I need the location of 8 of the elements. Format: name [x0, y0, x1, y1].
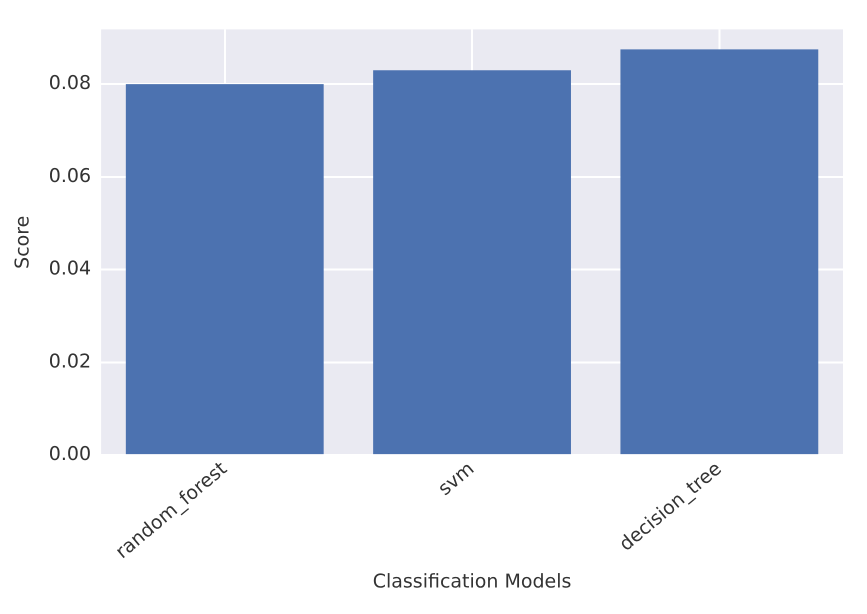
- y-tick-label: 0.06: [48, 164, 92, 187]
- y-tick-label: 0.04: [48, 258, 92, 280]
- y-tick-label: 0.00: [48, 443, 92, 466]
- y-tick-label: 0.08: [48, 72, 92, 94]
- x-axis-title: Classification Models: [372, 570, 572, 593]
- x-tick-label: svm: [434, 458, 478, 500]
- y-tick-label: 0.02: [48, 350, 92, 372]
- y-axis-title: Score: [11, 216, 34, 269]
